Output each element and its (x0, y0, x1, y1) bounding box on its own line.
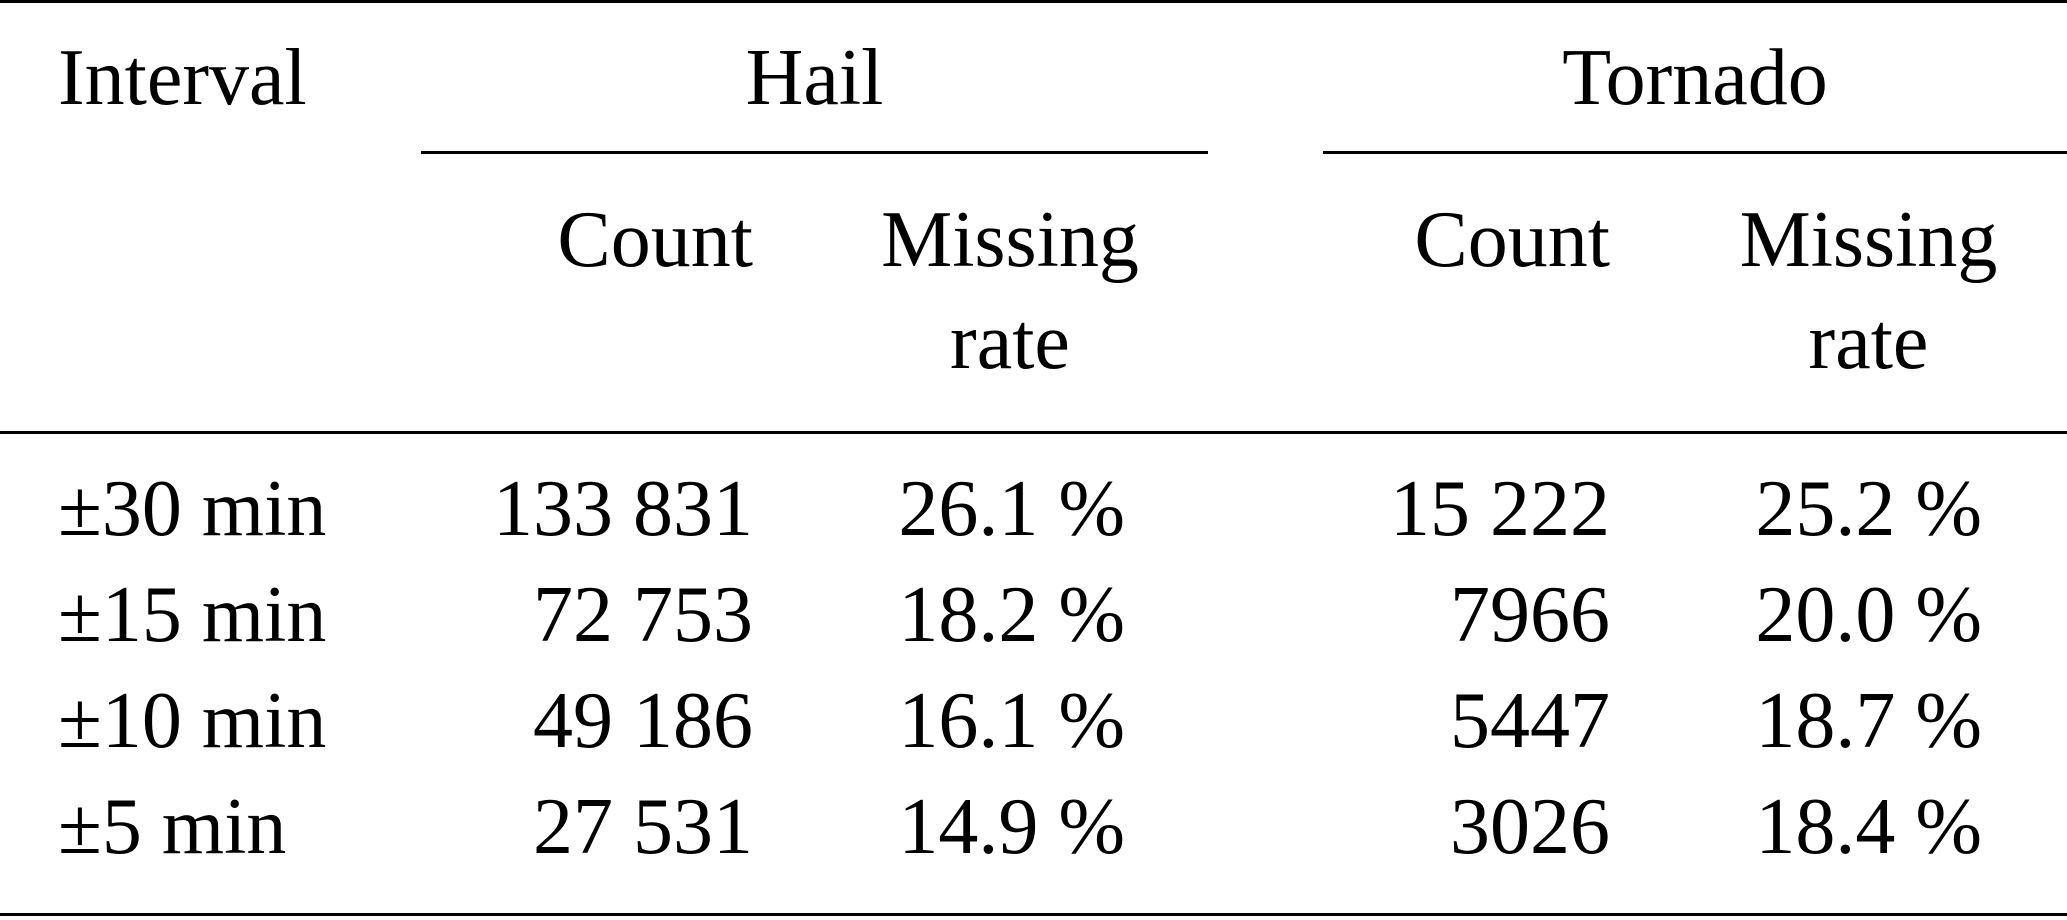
cell-hail-count: 27 531 (533, 783, 753, 871)
subheader-hail-missing-line1: Missing (881, 196, 1139, 284)
cell-tornado-count: 3026 (1450, 783, 1610, 871)
tornado-group-rule (1323, 151, 2067, 154)
header-body-rule (0, 431, 2067, 434)
cell-hail-missing-rate: 16.1 % (898, 677, 1125, 765)
subheader-hail-count: Count (557, 196, 753, 284)
cell-interval: ±15 min (58, 571, 327, 659)
cell-hail-count: 133 831 (493, 465, 753, 553)
subheader-tornado-missing-line2: rate (1808, 298, 1929, 386)
cell-interval: ±10 min (58, 677, 327, 765)
subheader-tornado-missing-line1: Missing (1739, 196, 1998, 284)
table-row: ±15 min 72 753 18.2 % 7966 20.0 % (0, 575, 2067, 681)
bottom-rule (0, 913, 2067, 916)
cell-tornado-count: 5447 (1450, 677, 1610, 765)
cell-tornado-missing-rate: 20.0 % (1755, 571, 1982, 659)
cell-interval: ±30 min (58, 465, 327, 553)
cell-tornado-missing-rate: 25.2 % (1755, 465, 1982, 553)
cell-hail-count: 72 753 (533, 571, 753, 659)
table-row: ±5 min 27 531 14.9 % 3026 18.4 % (0, 787, 2067, 893)
subheader-tornado-count: Count (1414, 196, 1610, 284)
cell-hail-missing-rate: 26.1 % (898, 465, 1125, 553)
cell-hail-count: 49 186 (533, 677, 753, 765)
cell-tornado-missing-rate: 18.7 % (1755, 677, 1982, 765)
cell-tornado-count: 15 222 (1390, 465, 1610, 553)
header-tornado: Tornado (1562, 34, 1828, 122)
top-rule (0, 0, 2067, 3)
cell-interval: ±5 min (58, 783, 287, 871)
subheader-hail-missing-line2: rate (950, 298, 1070, 386)
cell-hail-missing-rate: 18.2 % (898, 571, 1125, 659)
subheader-tornado-missing-rate: Missing rate (1700, 200, 2037, 404)
table-row: ±30 min 133 831 26.1 % 15 222 25.2 % (0, 469, 2067, 575)
table-row: ±10 min 49 186 16.1 % 5447 18.7 % (0, 681, 2067, 787)
subheader-hail-missing-rate: Missing rate (845, 200, 1175, 404)
cell-tornado-missing-rate: 18.4 % (1755, 783, 1982, 871)
cell-hail-missing-rate: 14.9 % (898, 783, 1125, 871)
header-hail: Hail (745, 34, 884, 122)
header-interval: Interval (58, 34, 307, 122)
hail-group-rule (421, 151, 1208, 154)
cell-tornado-count: 7966 (1450, 571, 1610, 659)
